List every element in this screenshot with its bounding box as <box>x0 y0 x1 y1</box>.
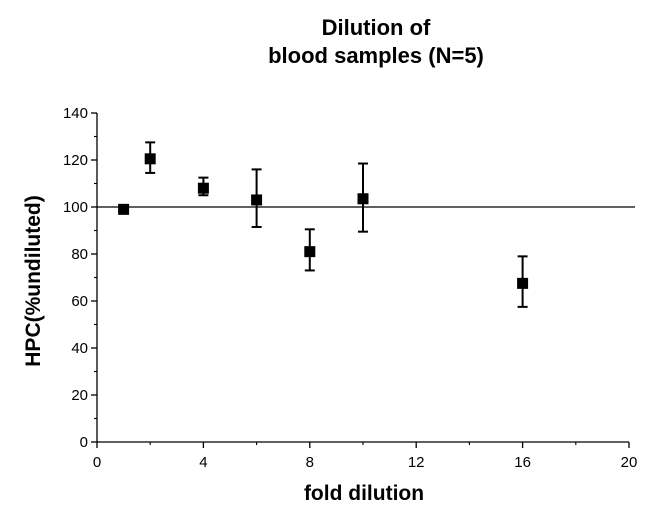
data-point <box>251 194 263 206</box>
x-tick-label: 12 <box>408 454 425 471</box>
chart-title-line-2: blood samples (N=5) <box>268 43 484 68</box>
data-point <box>357 193 369 205</box>
data-point <box>197 182 209 194</box>
x-axis-label: fold dilution <box>304 482 424 505</box>
y-tick-label: 100 <box>63 199 88 216</box>
y-tick-label: 60 <box>71 293 88 310</box>
x-tick-label: 8 <box>306 454 314 471</box>
x-tick-label: 0 <box>93 454 101 471</box>
x-tick-label: 4 <box>199 454 207 471</box>
data-point <box>144 153 156 165</box>
data-point <box>517 277 529 289</box>
y-axis-label: HPC(%undiluted) <box>22 195 45 366</box>
data-point <box>304 246 316 258</box>
y-tick-label: 140 <box>63 105 88 122</box>
x-tick-label: 16 <box>514 454 531 471</box>
y-tick-label: 80 <box>71 246 88 263</box>
y-tick-label: 120 <box>63 152 88 169</box>
plot-area: 0 20 40 60 80 100 120 140 0 4 8 12 16 20 <box>63 105 637 471</box>
y-tick-label: 0 <box>80 434 88 451</box>
chart-title-line-1: Dilution of <box>322 15 431 40</box>
data-point <box>118 203 130 215</box>
x-tick-label: 20 <box>621 454 638 471</box>
y-tick-label: 20 <box>71 387 88 404</box>
y-tick-label: 40 <box>71 340 88 357</box>
